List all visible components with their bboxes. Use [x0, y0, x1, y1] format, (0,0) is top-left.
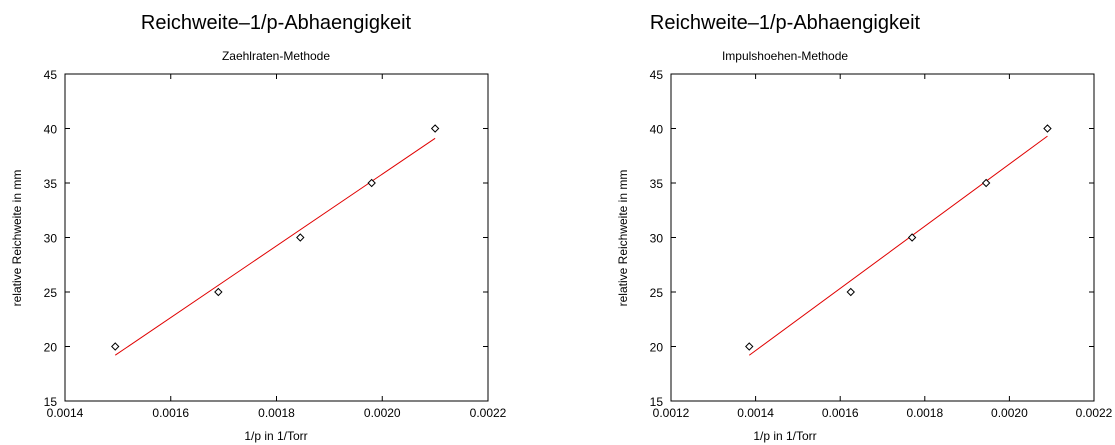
ticks-group: 0.0014 0.0016 0.0018 0.0020 0.0022 15 20 25 30 35…: [44, 68, 507, 420]
y-tick-label: 15: [650, 395, 664, 409]
x-tick-label: 0.0012: [653, 406, 690, 420]
x-tick-label: 0.0016: [822, 406, 859, 420]
x-tick-label: 0.0014: [47, 406, 84, 420]
y-tick-label: 30: [650, 232, 664, 246]
y-tick-label: 30: [44, 232, 58, 246]
data-point: [430, 124, 440, 133]
chart-title: Reichweite–1/p-Abhaengigkeit: [141, 12, 412, 34]
y-tick-label: 35: [650, 177, 664, 191]
chart-zaehlraten: Reichweite–1/p-Abhaengigkeit Zaehlraten-…: [0, 0, 557, 445]
data-point: [367, 178, 376, 188]
y-tick-label: 20: [650, 341, 664, 355]
fit-line: [114, 137, 436, 356]
y-tick-label: 40: [44, 123, 58, 137]
x-tick-label: 0.0018: [258, 406, 295, 420]
chart-impulshoehen-svg: Reichweite–1/p-Abhaengigkeit Impulshoehe…: [616, 12, 1113, 443]
x-axis-label: 1/p in 1/Torr: [753, 429, 816, 443]
data-point: [846, 287, 855, 297]
x-tick-label: 0.0018: [906, 406, 943, 420]
ticks-group: 0.0012 0.0014 0.0016 0.0018 0.0020 0.0022 15 20…: [650, 68, 1113, 420]
chart-subtitle: Zaehlraten-Methode: [222, 49, 330, 63]
x-tick-label: 0.0020: [991, 406, 1028, 420]
x-tick-label: 0.0016: [152, 406, 189, 420]
y-tick-label: 40: [650, 123, 664, 137]
data-point: [745, 342, 754, 351]
y-axis-label: relative Reichweite in mm: [10, 170, 24, 307]
data-point: [214, 287, 223, 297]
y-tick-label: 25: [650, 286, 664, 300]
x-tick-label: 0.0022: [470, 406, 507, 420]
y-axis-label: relative Reichweite in mm: [616, 170, 630, 307]
y-tick-label: 45: [44, 68, 58, 82]
marks-group: [111, 124, 440, 356]
data-point: [1043, 124, 1052, 133]
fit-line: [748, 135, 1048, 356]
chart-zaehlraten-svg: Reichweite–1/p-Abhaengigkeit Zaehlraten-…: [10, 12, 507, 443]
data-point: [981, 178, 991, 188]
chart-impulshoehen: Reichweite–1/p-Abhaengigkeit Impulshoehe…: [558, 0, 1115, 445]
chart-title: Reichweite–1/p-Abhaengigkeit: [650, 12, 921, 34]
plot-frame: [670, 73, 1095, 402]
chart-subtitle: Impulshoehen-Methode: [722, 49, 848, 63]
y-tick-label: 15: [44, 395, 58, 409]
data-point: [907, 233, 917, 242]
x-tick-label: 0.0022: [1076, 406, 1113, 420]
plot-frame: [64, 73, 489, 402]
data-point: [296, 233, 305, 242]
y-tick-label: 45: [650, 68, 664, 82]
x-tick-label: 0.0020: [364, 406, 401, 420]
y-tick-label: 20: [44, 341, 58, 355]
x-axis-label: 1/p in 1/Torr: [244, 429, 307, 443]
y-tick-label: 25: [44, 286, 58, 300]
x-tick-label: 0.0014: [737, 406, 774, 420]
y-tick-label: 35: [44, 177, 58, 191]
data-point: [111, 342, 120, 351]
marks-group: [745, 124, 1052, 356]
